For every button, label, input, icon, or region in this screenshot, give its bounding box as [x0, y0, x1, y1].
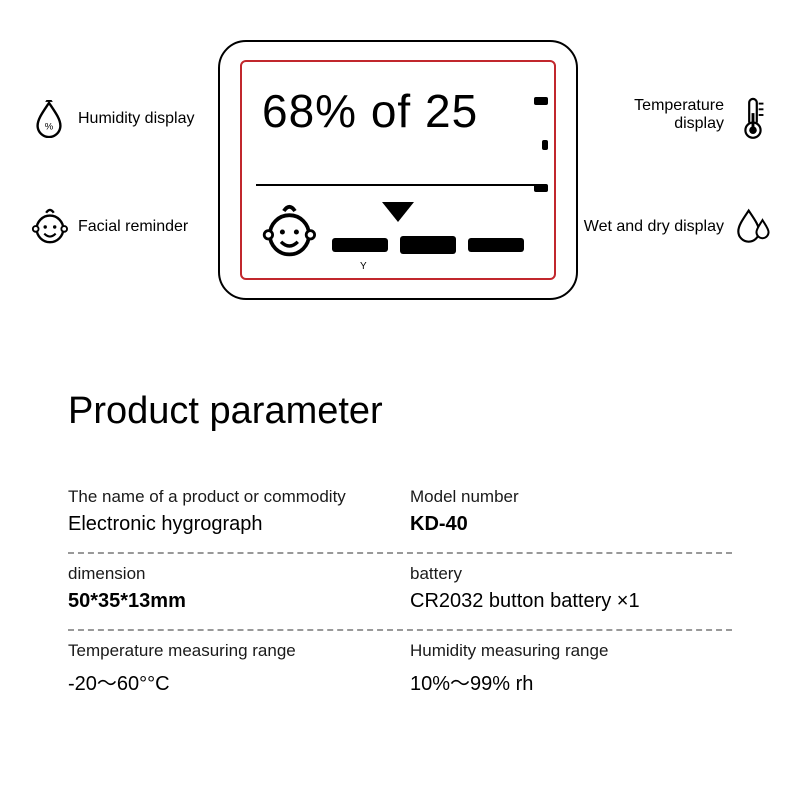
axis-label: Y [360, 261, 367, 272]
spec-cell: dimension 50*35*13mm [68, 564, 390, 613]
callout-humidity: % Humidity display [30, 100, 194, 138]
screen-divider [256, 184, 540, 186]
callout-label: Facial reminder [78, 218, 188, 236]
baby-face-icon [30, 208, 68, 246]
callout-facial: Facial reminder [30, 208, 188, 246]
spec-row: dimension 50*35*13mm battery CR2032 butt… [68, 554, 732, 631]
spec-label: Temperature measuring range [68, 641, 390, 661]
bar [332, 238, 388, 252]
device-diagram: % Humidity display Facial reminder [0, 40, 800, 300]
spec-cell: Temperature measuring range -20～60°°C [68, 641, 390, 696]
spec-value: 50*35*13mm [68, 590, 390, 613]
spec-label: battery [410, 564, 732, 584]
callout-wetdry: Wet and dry display [567, 208, 772, 246]
drop-percent-icon: % [30, 100, 68, 138]
callout-label: Wet and dry display [584, 218, 724, 236]
thermometer-icon [734, 96, 772, 134]
bar [400, 236, 456, 254]
svg-text:%: % [45, 121, 54, 132]
section-heading: Product parameter [68, 390, 732, 433]
device-shell: 68% of 25 Y [218, 40, 578, 300]
main-reading: 68% of 25 [262, 84, 478, 138]
baby-face-icon [260, 204, 316, 260]
indicator-bars: Y [332, 236, 524, 254]
spec-row: Temperature measuring range -20～60°°C Hu… [68, 631, 732, 696]
spec-label: The name of a product or commodity [68, 487, 390, 507]
spec-cell: The name of a product or commodity Elect… [68, 487, 390, 536]
spec-row: The name of a product or commodity Elect… [68, 477, 732, 554]
spec-label: Humidity measuring range [410, 641, 732, 661]
triangle-down-icon [382, 202, 414, 222]
device-screen: 68% of 25 Y [240, 60, 556, 280]
product-parameter-section: Product parameter The name of a product … [68, 390, 732, 696]
bar [468, 238, 524, 252]
spec-value: CR2032 button battery ×1 [410, 590, 732, 613]
spec-label: dimension [68, 564, 390, 584]
callout-label: Humidity display [78, 110, 194, 128]
callout-label: Temperature display [634, 97, 724, 134]
spec-label: Model number [410, 487, 732, 507]
spec-cell: battery CR2032 button battery ×1 [410, 564, 732, 613]
spec-cell: Model number KD-40 [410, 487, 732, 536]
digit-fragments [508, 97, 548, 192]
callout-temperature: Temperature display [582, 96, 772, 134]
spec-value: -20～60°°C [68, 667, 390, 696]
spec-cell: Humidity measuring range 10%～99% rh [410, 641, 732, 696]
spec-value: Electronic hygrograph [68, 513, 390, 536]
drops-icon [734, 208, 772, 246]
spec-value: 10%～99% rh [410, 667, 732, 696]
spec-value: KD-40 [410, 513, 732, 536]
